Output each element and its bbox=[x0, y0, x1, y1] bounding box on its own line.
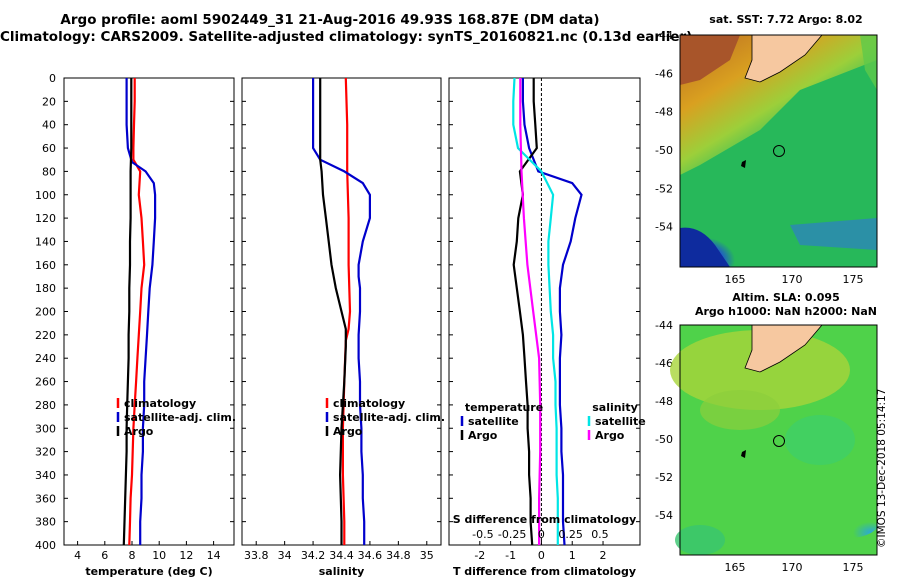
chart-title-line2: Climatology: CARS2009. Satellite-adjuste… bbox=[0, 29, 693, 45]
x-tick-label-salinity: 33.8 bbox=[244, 549, 269, 562]
y-tick-label: 240 bbox=[35, 352, 56, 365]
y-tick-label: 200 bbox=[35, 306, 56, 319]
sst-lat-tick: -50 bbox=[655, 144, 673, 157]
sla-map-title-line2: Argo h1000: NaN h2000: NaN bbox=[694, 305, 878, 318]
sla-lon-tick: 170 bbox=[782, 561, 803, 574]
x-tick-label-difference: -1 bbox=[505, 549, 516, 562]
series-line-t-argo bbox=[512, 78, 538, 546]
sla-lon-tick: 175 bbox=[843, 561, 864, 574]
legend-label-temperature: Argo bbox=[468, 429, 498, 442]
legend-label-temperature: climatology bbox=[124, 397, 196, 410]
y-tick-label: 400 bbox=[35, 539, 56, 552]
legend-label-salinity: Argo bbox=[595, 429, 625, 442]
sst-lat-tick: -48 bbox=[655, 106, 673, 119]
sla-lat-tick: -52 bbox=[655, 471, 673, 484]
y-tick-label: 180 bbox=[35, 282, 56, 295]
x-tick-label-difference: 0 bbox=[538, 549, 545, 562]
s-tick-label: 0 bbox=[538, 528, 545, 541]
sst-lon-tick: 175 bbox=[843, 273, 864, 286]
x-tick-label-difference: -2 bbox=[474, 549, 485, 562]
sla-lat-tick: -48 bbox=[655, 395, 673, 408]
legend-label-temperature: satellite bbox=[468, 415, 519, 428]
sst-map-title: sat. SST: 7.72 Argo: 8.02 bbox=[709, 13, 863, 26]
legend-label-salinity: satellite bbox=[595, 415, 646, 428]
x-tick-label-salinity: 34.6 bbox=[358, 549, 383, 562]
y-tick-label: 100 bbox=[35, 189, 56, 202]
y-tick-label: 80 bbox=[42, 165, 56, 178]
y-tick-label: 280 bbox=[35, 399, 56, 412]
legend-label-salinity: Argo bbox=[333, 425, 363, 438]
y-tick-label: 320 bbox=[35, 446, 56, 459]
series-line-s-satellite bbox=[512, 77, 559, 545]
x-tick-label-temperature: 12 bbox=[179, 549, 193, 562]
series-line-argo-temperature bbox=[122, 78, 133, 546]
x-tick-label-salinity: 34 bbox=[278, 549, 292, 562]
sla-lat-tick: -54 bbox=[655, 509, 673, 522]
sst-lat-tick: -52 bbox=[655, 182, 673, 195]
series-line-climatology-temperature bbox=[128, 78, 146, 546]
y-tick-label: 40 bbox=[42, 119, 56, 132]
series-line-satellite-salinity bbox=[312, 78, 371, 545]
s-tick-label: 0.25 bbox=[558, 528, 583, 541]
x-tick-label-difference: 2 bbox=[600, 549, 607, 562]
x-axis-label-difference: T difference from climatology bbox=[453, 565, 636, 578]
y-tick-label: 160 bbox=[35, 259, 56, 272]
y-tick-label: 380 bbox=[35, 516, 56, 529]
legend-label-salinity: climatology bbox=[333, 397, 405, 410]
sla-lat-tick: -46 bbox=[655, 357, 673, 370]
x-tick-label-temperature: 10 bbox=[152, 549, 166, 562]
sst-lat-tick: -54 bbox=[655, 221, 673, 234]
x-tick-label-salinity: 35 bbox=[420, 549, 434, 562]
legend-label-temperature: Argo bbox=[124, 425, 154, 438]
x-tick-label-temperature: 14 bbox=[207, 549, 221, 562]
sst-lat-tick: -46 bbox=[655, 67, 673, 80]
legend-label-salinity: satellite-adj. clim. bbox=[333, 411, 445, 424]
y-tick-label: 140 bbox=[35, 235, 56, 248]
y-tick-label: 20 bbox=[42, 95, 56, 108]
x-tick-label-salinity: 34.8 bbox=[386, 549, 411, 562]
s-tick-label: -0.5 bbox=[472, 528, 493, 541]
y-tick-label: 300 bbox=[35, 422, 56, 435]
x-tick-label-temperature: 8 bbox=[129, 549, 136, 562]
y-tick-label: 360 bbox=[35, 492, 56, 505]
sla-map-title-line1: Altim. SLA: 0.095 bbox=[732, 291, 840, 304]
sst-lon-tick: 165 bbox=[725, 273, 746, 286]
legend-title-temperature: temperature bbox=[465, 401, 543, 414]
series-line-s-argo bbox=[519, 78, 542, 545]
sst-lon-tick: 170 bbox=[782, 273, 803, 286]
x-axis-label-temperature: temperature (deg C) bbox=[85, 565, 212, 578]
x-tick-label-salinity: 34.4 bbox=[329, 549, 354, 562]
sla-lon-tick: 165 bbox=[725, 561, 746, 574]
x-axis-label-salinity: salinity bbox=[319, 565, 365, 578]
series-line-t-satellite bbox=[521, 78, 583, 546]
y-tick-label: 120 bbox=[35, 212, 56, 225]
x-axis-label-top-difference: S difference from climatology bbox=[453, 513, 637, 526]
series-line-argo-salinity bbox=[319, 78, 347, 545]
x-tick-label-temperature: 6 bbox=[101, 549, 108, 562]
chart-title-line1: Argo profile: aoml 5902449_31 21-Aug-201… bbox=[60, 12, 600, 28]
y-tick-label: 260 bbox=[35, 376, 56, 389]
s-tick-label: -0.25 bbox=[498, 528, 526, 541]
x-tick-label-salinity: 34.2 bbox=[301, 549, 326, 562]
sla-lat-tick: -50 bbox=[655, 433, 673, 446]
s-tick-label: 0.5 bbox=[591, 528, 609, 541]
sla-lat-tick: -44 bbox=[655, 319, 673, 332]
legend-title-salinity: salinity bbox=[592, 401, 638, 414]
y-tick-label: 0 bbox=[49, 72, 56, 85]
y-tick-label: 60 bbox=[42, 142, 56, 155]
x-tick-label-difference: 1 bbox=[569, 549, 576, 562]
series-line-climatology-salinity bbox=[341, 77, 352, 545]
plot-frame-difference bbox=[448, 77, 641, 546]
y-tick-label: 220 bbox=[35, 329, 56, 342]
sst-lat-tick: -44 bbox=[655, 29, 673, 42]
legend-label-temperature: satellite-adj. clim. bbox=[124, 411, 236, 424]
x-tick-label-temperature: 4 bbox=[74, 549, 81, 562]
y-tick-label: 340 bbox=[35, 469, 56, 482]
